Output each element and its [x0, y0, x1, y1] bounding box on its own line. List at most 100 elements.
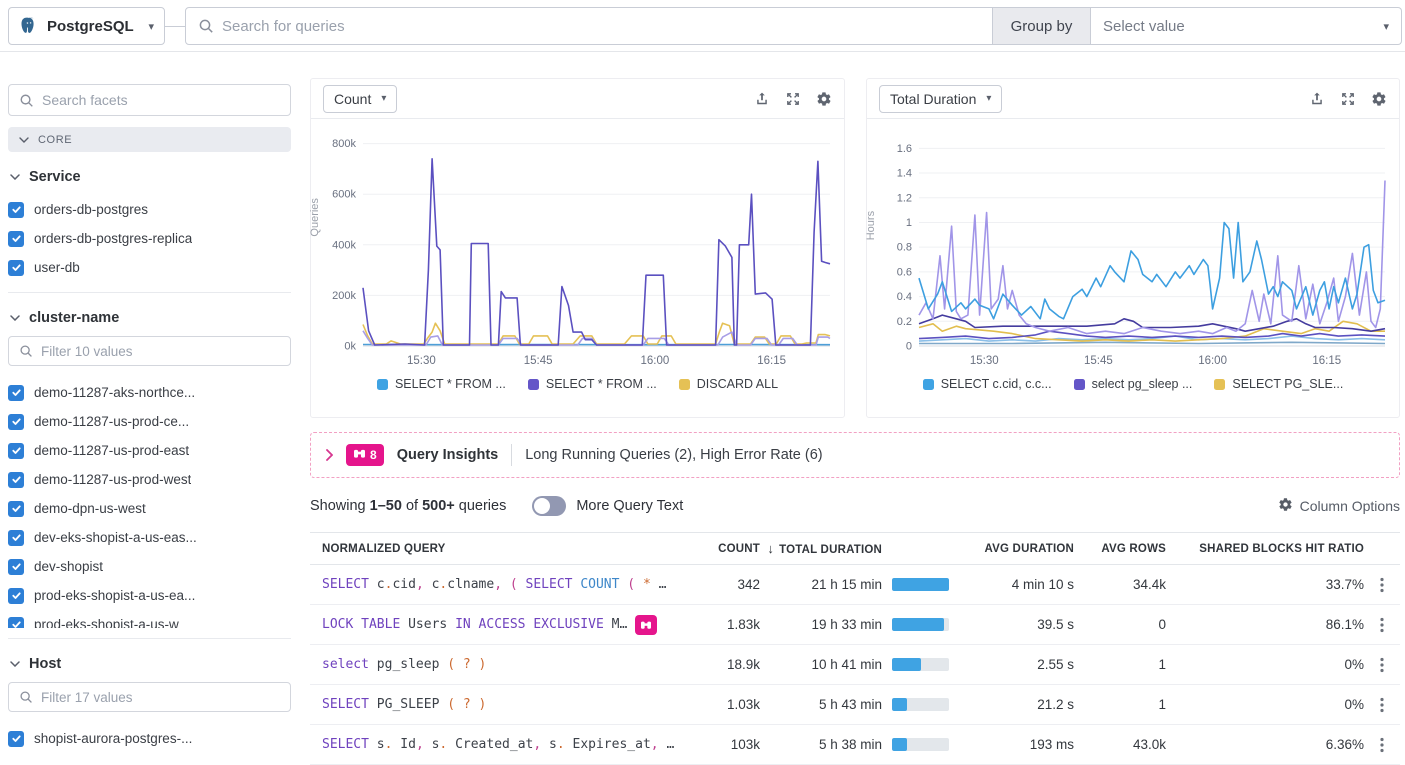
- facet-group-header[interactable]: cluster-name: [10, 310, 289, 326]
- expand-icon[interactable]: [1340, 91, 1356, 107]
- gear-icon[interactable]: [1371, 91, 1387, 107]
- facet-group-service: Service orders-db-postgres orders-db-postg…: [8, 169, 291, 293]
- facet-filter-box[interactable]: [8, 682, 291, 712]
- facet-filter-input[interactable]: [41, 343, 280, 359]
- core-section-header[interactable]: CORE: [8, 127, 291, 152]
- table-header-row: NORMALIZED QUERY COUNT ↓ TOTAL DURATION A…: [310, 532, 1400, 565]
- facet-checkbox[interactable]: [8, 259, 24, 276]
- row-actions-button[interactable]: [1364, 577, 1400, 593]
- facet-checkbox[interactable]: [8, 384, 24, 401]
- col-total-duration[interactable]: ↓ TOTAL DURATION: [767, 541, 882, 556]
- query-row[interactable]: select pg_sleep ( ? ) 18.9k 10 h 41 min 2.5…: [310, 645, 1400, 685]
- group-by-select[interactable]: Select value ▾: [1091, 7, 1402, 45]
- product-selector[interactable]: PostgreSQL ▾: [8, 7, 165, 45]
- facet-group-header[interactable]: Host: [10, 656, 289, 672]
- facet-checkbox[interactable]: [8, 616, 24, 628]
- row-actions-button[interactable]: [1364, 657, 1400, 673]
- facet-checkbox[interactable]: [8, 500, 24, 517]
- product-label: PostgreSQL: [47, 17, 134, 35]
- metric-selector-count[interactable]: Count ▾: [323, 84, 398, 113]
- facet-checkbox[interactable]: [8, 413, 24, 430]
- expand-icon[interactable]: [785, 91, 801, 107]
- search-icon: [198, 18, 214, 34]
- showing-text: Showing 1–50 of 500+ queries: [310, 498, 507, 514]
- facet-search-box[interactable]: [8, 84, 291, 116]
- facet-filter-box[interactable]: [8, 336, 291, 366]
- facet-item[interactable]: dev-shopist: [8, 552, 291, 581]
- export-icon[interactable]: [1309, 91, 1325, 107]
- column-options-button[interactable]: Column Options: [1278, 497, 1400, 515]
- metric-selector-duration[interactable]: Total Duration ▾: [879, 84, 1003, 113]
- row-actions-button[interactable]: [1364, 617, 1400, 633]
- hit-ratio-value: 33.7%: [1325, 577, 1364, 592]
- avg-rows-value: 0: [1158, 617, 1166, 632]
- col-avg-rows[interactable]: AVG ROWS: [1101, 542, 1166, 555]
- row-actions-button[interactable]: [1364, 737, 1400, 753]
- insights-count-badge: 8: [346, 444, 384, 466]
- facet-checkbox[interactable]: [8, 471, 24, 488]
- search-input[interactable]: [222, 17, 980, 35]
- facet-item-label: prod-eks-shopist-a-us-ea...: [34, 588, 196, 603]
- facet-item[interactable]: prod-eks-shopist-a-us-w: [8, 610, 291, 628]
- query-search-bar[interactable]: [185, 7, 993, 45]
- facet-item[interactable]: orders-db-postgres-replica: [8, 224, 291, 253]
- facet-checkbox[interactable]: [8, 442, 24, 459]
- total-duration-chart[interactable]: Hours 0 0.2 0.4 0.6 0.8 1 1.2 1.4 1.6 15:30 15:45 1…: [865, 120, 1393, 372]
- toggle-knob: [534, 498, 551, 514]
- facet-checkbox[interactable]: [8, 230, 24, 247]
- legend-item[interactable]: select pg_sleep ...: [1073, 377, 1193, 391]
- query-row[interactable]: SELECT s. Id, s. Created_at, s. Expires_…: [310, 725, 1400, 765]
- export-icon[interactable]: [754, 91, 770, 107]
- count-chart[interactable]: Queries 0k 200k 400k 600k 800k 15:30 15:45 16:0…: [309, 120, 838, 372]
- query-row[interactable]: LOCK TABLE Users IN ACCESS EXCLUSIVE M… 1…: [310, 605, 1400, 645]
- facet-filter-input[interactable]: [41, 689, 280, 705]
- facet-checkbox[interactable]: [8, 730, 24, 747]
- duration-bar: [882, 658, 962, 671]
- facet-item[interactable]: demo-dpn-us-west: [8, 494, 291, 523]
- query-insights-banner[interactable]: 8 Query Insights Long Running Queries (2…: [310, 432, 1400, 478]
- col-avg-duration[interactable]: AVG DURATION: [984, 542, 1074, 555]
- postgresql-logo-icon: [19, 16, 39, 36]
- query-row[interactable]: SELECT PG_SLEEP ( ? ) 1.03k 5 h 43 min 21.2…: [310, 685, 1400, 725]
- more-query-text-toggle[interactable]: [532, 496, 567, 516]
- facet-checkbox[interactable]: [8, 587, 24, 604]
- chevron-down-icon: ▾: [1383, 20, 1389, 33]
- facet-item[interactable]: demo-11287-us-prod-ce...: [8, 407, 291, 436]
- query-row[interactable]: SELECT c.cid, c.clname, ( SELECT COUNT (…: [310, 565, 1400, 605]
- svg-text:16:15: 16:15: [1312, 355, 1341, 367]
- facet-item[interactable]: shopist-aurora-postgres-...: [8, 724, 291, 753]
- y-axis-label: Queries: [309, 198, 321, 237]
- legend-swatch: [922, 378, 934, 390]
- insight-alert-badge[interactable]: [635, 614, 658, 635]
- facet-checkbox[interactable]: [8, 529, 24, 546]
- legend-item[interactable]: DISCARD ALL: [678, 377, 778, 391]
- facet-item[interactable]: demo-11287-aks-northce...: [8, 378, 291, 407]
- insights-title: Query Insights: [396, 447, 499, 463]
- facet-checkbox[interactable]: [8, 201, 24, 218]
- facet-item[interactable]: prod-eks-shopist-a-us-ea...: [8, 581, 291, 610]
- col-count[interactable]: COUNT: [718, 542, 760, 555]
- col-normalized-query[interactable]: NORMALIZED QUERY: [322, 542, 446, 555]
- legend-item[interactable]: SELECT * FROM ...: [527, 377, 657, 391]
- legend-label: select pg_sleep ...: [1091, 377, 1193, 391]
- legend-item[interactable]: SELECT c.cid, c.c...: [922, 377, 1052, 391]
- legend-item[interactable]: SELECT * FROM ...: [376, 377, 506, 391]
- svg-text:15:30: 15:30: [970, 355, 999, 367]
- row-actions-button[interactable]: [1364, 697, 1400, 713]
- facet-item[interactable]: dev-eks-shopist-a-us-eas...: [8, 523, 291, 552]
- facet-item-label: user-db: [34, 260, 80, 275]
- table-toolbar: Showing 1–50 of 500+ queries More Query …: [310, 492, 1400, 520]
- hit-ratio-value: 6.36%: [1325, 737, 1364, 752]
- facet-item[interactable]: orders-db-postgres: [8, 195, 291, 224]
- facet-item-label: orders-db-postgres: [34, 202, 149, 217]
- facet-search-input[interactable]: [42, 92, 280, 108]
- facet-checkbox[interactable]: [8, 558, 24, 575]
- gear-icon[interactable]: [816, 91, 832, 107]
- col-shared-blocks-hit-ratio[interactable]: SHARED BLOCKS HIT RATIO: [1199, 542, 1364, 555]
- normalized-query-text: LOCK TABLE Users IN ACCESS EXCLUSIVE M…: [310, 614, 678, 635]
- facet-item[interactable]: user-db: [8, 253, 291, 282]
- facet-item[interactable]: demo-11287-us-prod-east: [8, 436, 291, 465]
- facet-group-header[interactable]: Service: [10, 169, 289, 185]
- facet-item[interactable]: demo-11287-us-prod-west: [8, 465, 291, 494]
- legend-item[interactable]: SELECT PG_SLE...: [1214, 377, 1343, 391]
